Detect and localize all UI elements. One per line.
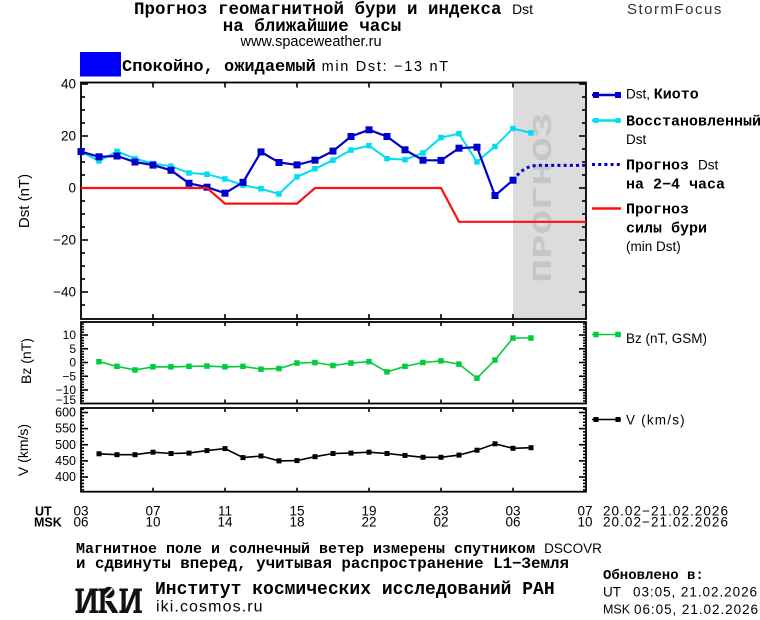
svg-text:StormFocus: StormFocus <box>627 1 723 18</box>
svg-text:силы бури: силы бури <box>626 221 707 238</box>
svg-text:Dst, Киото: Dst, Киото <box>626 87 699 104</box>
svg-text:23: 23 <box>433 504 448 519</box>
svg-text:−10: −10 <box>56 383 77 397</box>
svg-text:Обновлено в:: Обновлено в: <box>603 568 704 584</box>
svg-text:06:05, 21.02.2026: 06:05, 21.02.2026 <box>634 602 759 617</box>
svg-text:Прогноз Dst: Прогноз Dst <box>626 158 719 175</box>
svg-text:10: 10 <box>63 328 77 342</box>
svg-text:−15: −15 <box>56 393 77 407</box>
svg-text:Dst (nT): Dst (nT) <box>16 174 33 228</box>
svg-text:0: 0 <box>69 356 76 370</box>
svg-text:Спокойно, ожидаемый min Dst: −: Спокойно, ожидаемый min Dst: −13 nT <box>122 58 450 77</box>
svg-text:MSK: MSK <box>34 516 62 530</box>
svg-text:(min Dst): (min Dst) <box>626 239 681 254</box>
svg-text:ПРОГНОЗ: ПРОГНОЗ <box>530 113 560 283</box>
svg-text:Магнитное поле и солнечный вет: Магнитное поле и солнечный ветер измерен… <box>76 541 602 558</box>
svg-text:−20: −20 <box>53 233 76 248</box>
svg-text:V (km/s): V (km/s) <box>626 413 686 428</box>
svg-text:−5: −5 <box>62 369 76 383</box>
svg-text:02: 02 <box>433 515 448 530</box>
svg-text:03: 03 <box>505 504 520 519</box>
svg-text:10: 10 <box>577 515 592 530</box>
svg-text:Прогноз: Прогноз <box>626 202 689 219</box>
svg-text:19: 19 <box>361 504 376 519</box>
svg-text:Институт космических исследова: Институт космических исследований РАН <box>155 580 555 600</box>
svg-text:V (km/s): V (km/s) <box>15 424 31 476</box>
svg-text:на 2−4 часа: на 2−4 часа <box>626 177 725 194</box>
svg-text:5: 5 <box>69 342 76 356</box>
svg-text:10: 10 <box>145 515 160 530</box>
svg-text:400: 400 <box>55 470 76 484</box>
svg-text:iki.cosmos.ru: iki.cosmos.ru <box>156 599 264 616</box>
svg-text:0: 0 <box>68 181 76 196</box>
svg-text:Dst: Dst <box>626 132 646 147</box>
svg-text:03: 03 <box>73 504 88 519</box>
svg-text:550: 550 <box>55 422 76 436</box>
svg-text:06: 06 <box>73 515 88 530</box>
svg-text:07: 07 <box>577 504 592 519</box>
svg-text:20.02−21.02.2026: 20.02−21.02.2026 <box>603 504 729 519</box>
svg-text:−40: −40 <box>53 285 76 300</box>
svg-text:Прогноз геомагнитной бури и ин: Прогноз геомагнитной бури и индекса Dst <box>134 0 533 20</box>
svg-text:Bz (nT, GSM): Bz (nT, GSM) <box>626 331 707 346</box>
svg-text:07: 07 <box>145 504 160 519</box>
svg-text:22: 22 <box>361 515 376 530</box>
svg-text:MSK: MSK <box>603 603 631 617</box>
svg-text:40: 40 <box>61 77 76 92</box>
svg-text:06: 06 <box>505 515 520 530</box>
svg-text:UT: UT <box>603 585 621 600</box>
svg-text:www.spaceweather.ru: www.spaceweather.ru <box>239 34 381 50</box>
svg-text:20.02−21.02.2026: 20.02−21.02.2026 <box>603 515 729 530</box>
svg-text:450: 450 <box>55 454 76 468</box>
svg-text:Восстановленный: Восстановленный <box>626 114 760 131</box>
svg-text:и сдвинуты вперед, учитывая ра: и сдвинуты вперед, учитывая распростране… <box>76 555 569 573</box>
svg-text:14: 14 <box>217 515 233 530</box>
svg-text:600: 600 <box>55 406 76 420</box>
svg-text:20: 20 <box>61 129 76 144</box>
svg-text:11: 11 <box>218 504 232 519</box>
svg-text:UT: UT <box>35 505 52 519</box>
svg-text:500: 500 <box>55 438 76 452</box>
svg-text:Bz (nT): Bz (nT) <box>18 338 34 384</box>
svg-text:15: 15 <box>289 504 304 519</box>
svg-text:18: 18 <box>289 515 304 530</box>
svg-text:03:05, 21.02.2026: 03:05, 21.02.2026 <box>633 585 758 600</box>
svg-text:на ближайшие часы: на ближайшие часы <box>223 16 402 37</box>
